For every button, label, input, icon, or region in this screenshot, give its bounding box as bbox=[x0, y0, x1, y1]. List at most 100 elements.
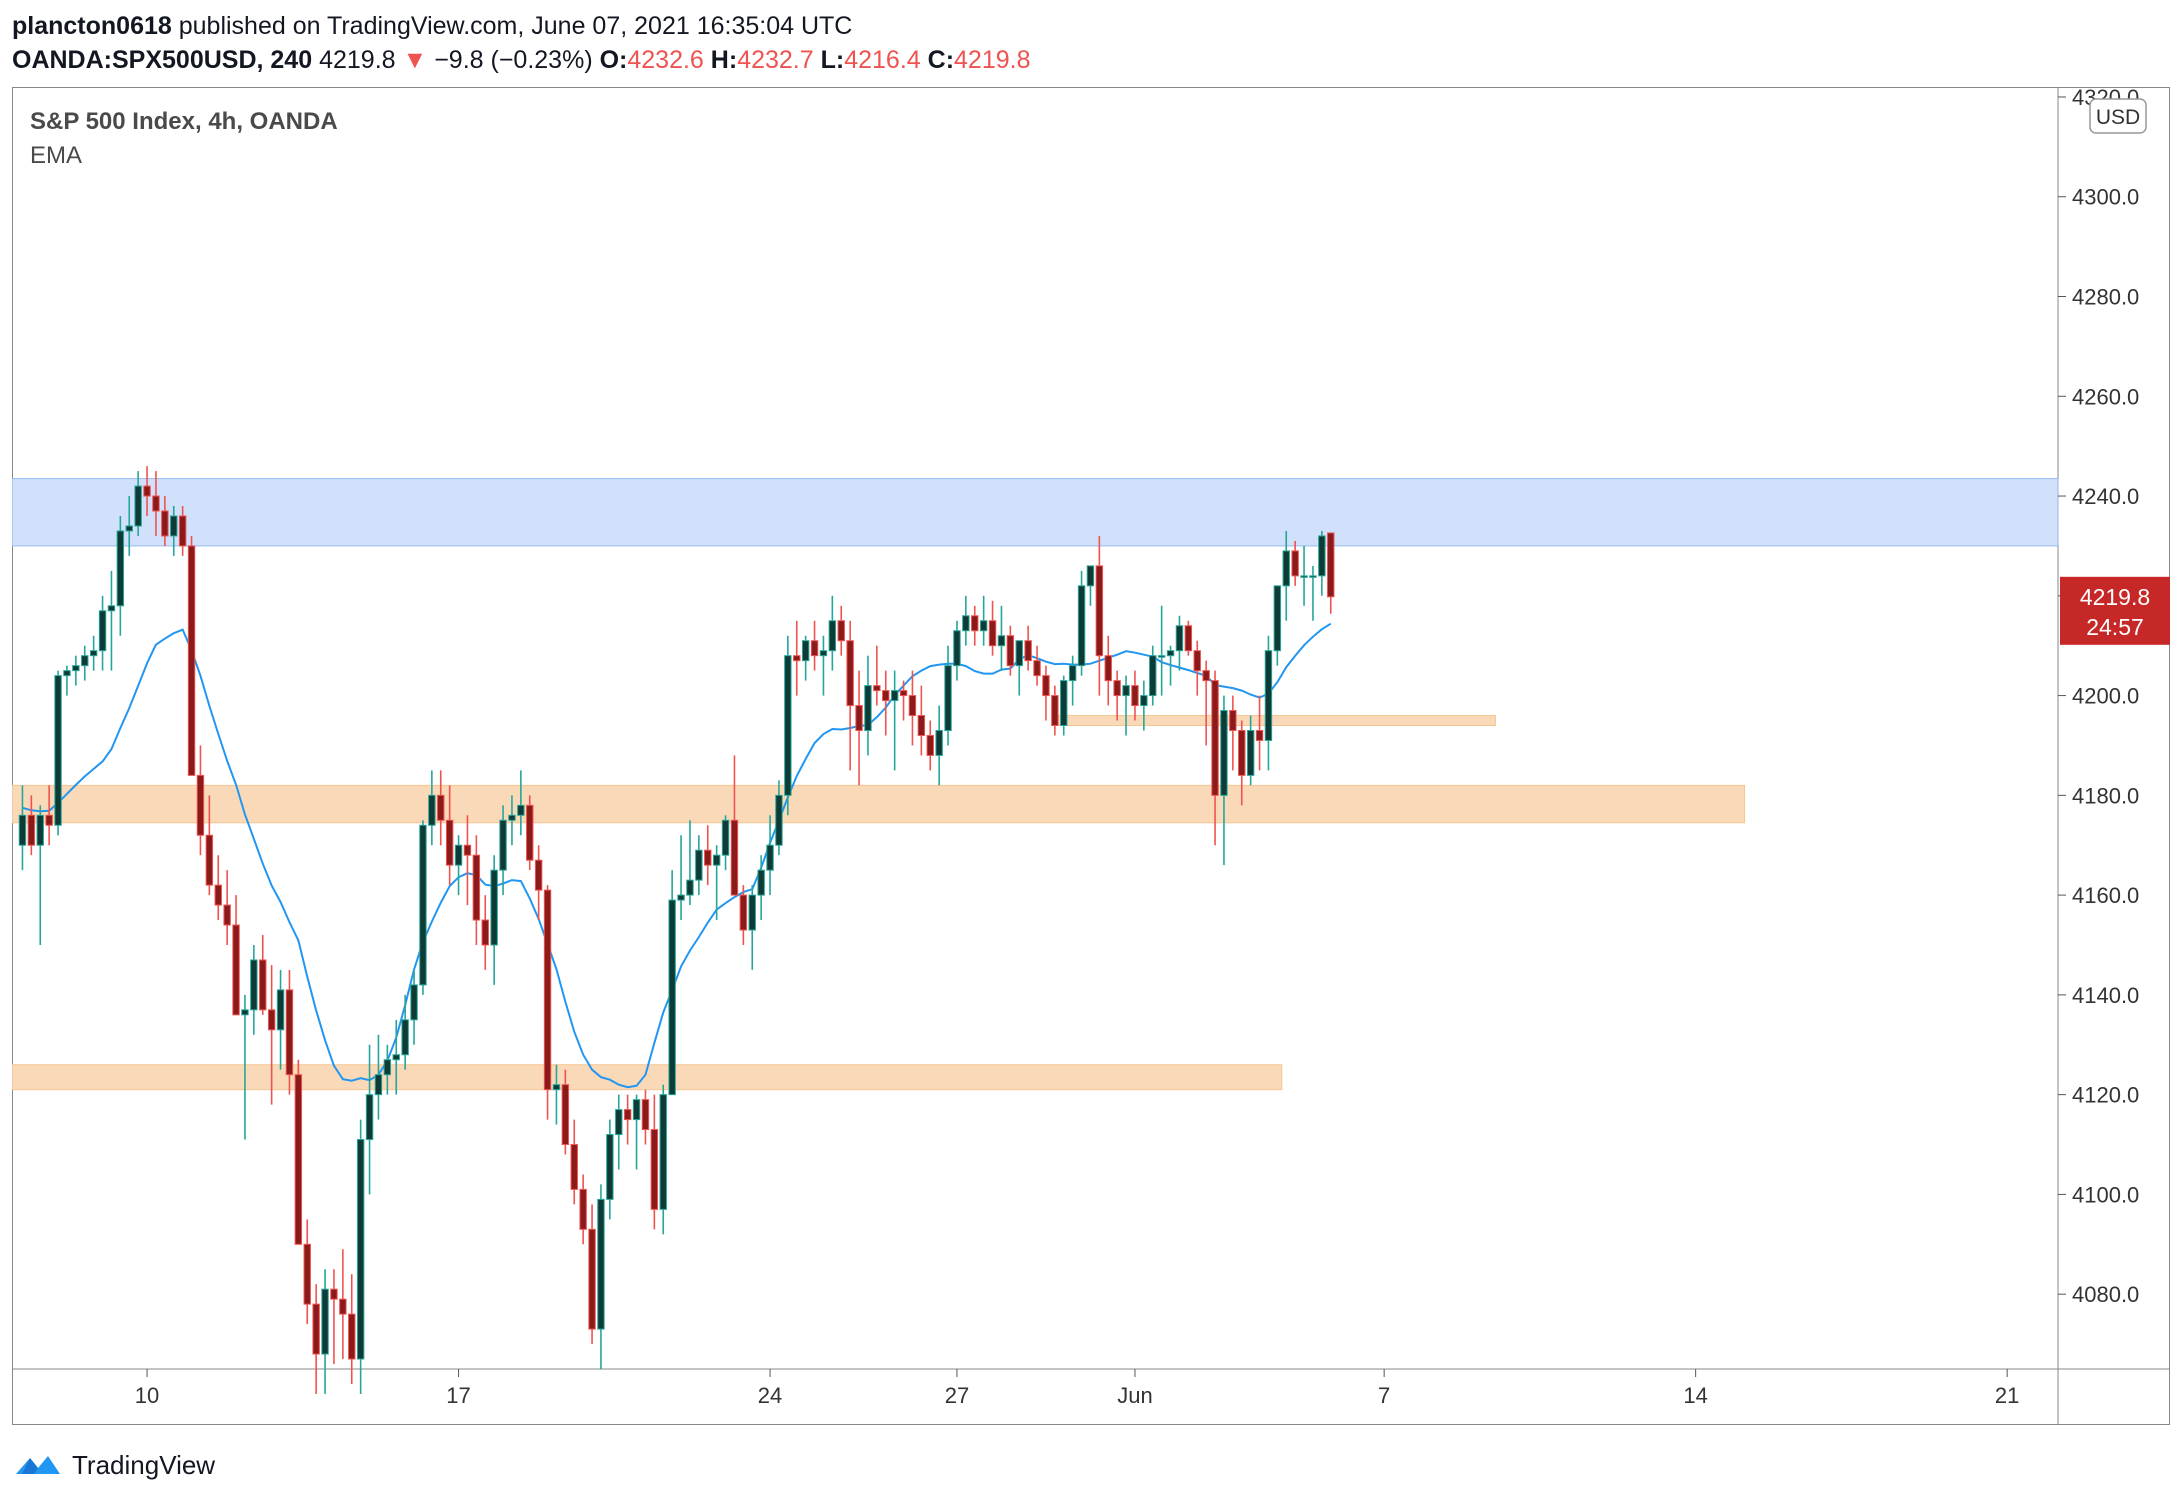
candle-body bbox=[979, 620, 988, 632]
published-text: published on TradingView.com, June 07, 2… bbox=[178, 12, 853, 40]
candle bbox=[27, 795, 36, 856]
candle bbox=[45, 785, 53, 846]
candle-body bbox=[392, 1054, 400, 1061]
candle bbox=[1327, 532, 1335, 614]
candle-body bbox=[214, 884, 222, 906]
candle bbox=[508, 795, 516, 846]
candle bbox=[1220, 695, 1228, 866]
support-zone-upper bbox=[1054, 715, 1496, 727]
candle-body bbox=[428, 794, 436, 826]
candle-body bbox=[152, 495, 160, 512]
candle-body bbox=[116, 530, 125, 607]
candle-body bbox=[846, 640, 854, 707]
candle-body bbox=[730, 819, 739, 896]
candle bbox=[855, 670, 863, 786]
candle-body bbox=[757, 869, 765, 896]
candle bbox=[170, 506, 178, 556]
candle bbox=[917, 685, 926, 756]
candle bbox=[526, 795, 534, 871]
candle bbox=[962, 595, 970, 646]
candle-body bbox=[935, 729, 943, 756]
candle-body bbox=[588, 1228, 596, 1330]
candle-body bbox=[437, 794, 445, 821]
candle-body bbox=[205, 834, 214, 886]
candle bbox=[793, 620, 801, 696]
candle bbox=[1273, 585, 1282, 666]
candle bbox=[766, 815, 774, 896]
candle-body bbox=[988, 620, 997, 647]
chart-container[interactable]: 4320.04300.04280.04260.04240.04220.04200… bbox=[12, 87, 2170, 1425]
candle bbox=[1175, 615, 1184, 671]
candle-body bbox=[134, 485, 142, 527]
candle-body bbox=[401, 1019, 409, 1056]
candle-body bbox=[552, 1084, 561, 1091]
candle bbox=[739, 885, 748, 945]
tradingview-brand[interactable]: TradingView bbox=[72, 1449, 216, 1480]
candle-body bbox=[971, 615, 979, 632]
candle-body bbox=[944, 665, 952, 731]
candle-body bbox=[543, 889, 552, 1091]
candle-body bbox=[259, 959, 267, 1011]
candle-body bbox=[1327, 532, 1335, 598]
candle bbox=[882, 670, 890, 736]
y-axis-label: 4240.0 bbox=[2072, 484, 2139, 509]
candle bbox=[1149, 645, 1157, 706]
candle bbox=[303, 1219, 311, 1325]
candle bbox=[784, 635, 792, 816]
candle bbox=[321, 1269, 329, 1394]
y-axis-label: 4140.0 bbox=[2072, 983, 2139, 1008]
candle bbox=[1095, 535, 1104, 696]
x-axis-label: 14 bbox=[1683, 1383, 1707, 1408]
candle-body bbox=[63, 670, 71, 677]
candle bbox=[1033, 645, 1041, 686]
candle-body bbox=[1149, 655, 1157, 697]
candle-body bbox=[1273, 585, 1282, 652]
candle-body bbox=[739, 894, 748, 931]
candle bbox=[1264, 635, 1273, 771]
candle bbox=[63, 665, 71, 696]
candle-body bbox=[1095, 565, 1104, 657]
candle bbox=[223, 870, 231, 945]
candle bbox=[419, 820, 427, 995]
candle-body bbox=[125, 525, 133, 532]
candle-body bbox=[508, 814, 516, 821]
candle-body bbox=[784, 655, 792, 796]
down-arrow-icon: ▼ bbox=[402, 46, 428, 74]
close-label: C: bbox=[927, 46, 955, 74]
candle bbox=[401, 994, 409, 1070]
candle bbox=[953, 620, 961, 681]
candle bbox=[534, 845, 543, 921]
candle bbox=[259, 935, 267, 1015]
candle bbox=[890, 670, 899, 771]
candle bbox=[285, 969, 294, 1095]
candle bbox=[383, 1044, 392, 1095]
y-axis-label: 4160.0 bbox=[2072, 883, 2139, 908]
candle-body bbox=[882, 690, 890, 702]
x-axis-label: 21 bbox=[1995, 1383, 2019, 1408]
candle bbox=[606, 1119, 614, 1220]
candle bbox=[650, 1094, 659, 1230]
candle-body bbox=[1238, 729, 1246, 776]
author-name[interactable]: plancton0618 bbox=[12, 12, 172, 40]
candle-body bbox=[873, 685, 881, 692]
candle bbox=[1282, 530, 1290, 621]
candlestick-chart[interactable]: 4320.04300.04280.04260.04240.04220.04200… bbox=[12, 87, 2170, 1425]
candle-body bbox=[1042, 675, 1050, 697]
tradingview-footer: TradingView bbox=[14, 1445, 215, 1485]
candle bbox=[428, 770, 436, 846]
candle bbox=[988, 600, 997, 656]
candle bbox=[641, 1089, 650, 1145]
candle-body bbox=[330, 1288, 338, 1300]
candle bbox=[623, 1094, 632, 1145]
candle-body bbox=[285, 989, 294, 1076]
currency-label: USD bbox=[2096, 106, 2140, 129]
candle bbox=[1077, 570, 1086, 676]
candle bbox=[935, 705, 943, 786]
candle-body bbox=[499, 819, 507, 871]
candle-body bbox=[686, 879, 694, 896]
candle-body bbox=[223, 904, 231, 926]
candle bbox=[187, 535, 196, 776]
y-axis-label: 4280.0 bbox=[2072, 285, 2139, 310]
last-price-label: 4219.8 bbox=[2080, 584, 2150, 610]
candle-body bbox=[45, 814, 53, 826]
